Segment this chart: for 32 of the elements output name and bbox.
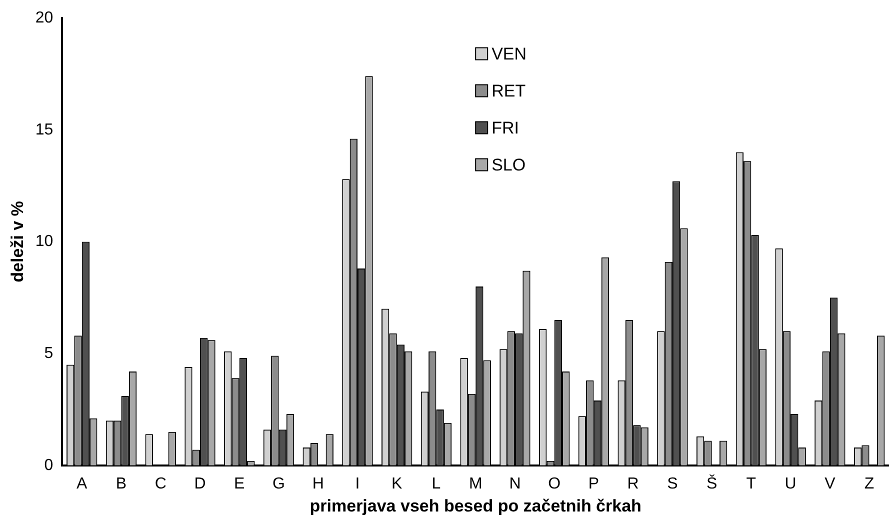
legend-label: SLO: [492, 155, 526, 174]
x-tick-label: C: [154, 475, 166, 492]
legend-label: FRI: [492, 118, 519, 138]
y-tick-label: 5: [44, 344, 54, 362]
x-tick-label: U: [784, 475, 796, 492]
x-tick-label: T: [746, 475, 756, 492]
legend-label: VEN: [492, 44, 527, 64]
y-tick-label: 20: [35, 9, 54, 26]
x-tick-label: I: [355, 475, 360, 492]
x-tick-label: O: [548, 475, 561, 492]
x-tick-label: E: [234, 475, 245, 492]
y-tick-label: 15: [35, 121, 54, 138]
x-tick-label: K: [392, 475, 403, 492]
y-tick-label: 0: [44, 456, 54, 474]
y-tick-label: 10: [35, 233, 54, 250]
x-tick-label: G: [272, 475, 285, 492]
x-axis-title: primerjava vseh besed po začetnih črkah: [310, 496, 642, 516]
legend-label: RET: [492, 81, 526, 100]
x-tick-label: D: [194, 475, 206, 492]
x-tick-label: L: [432, 475, 441, 492]
x-tick-label: Z: [864, 475, 874, 492]
x-tick-label: Š: [706, 474, 718, 492]
x-tick-label: S: [667, 475, 678, 492]
x-tick-label: R: [627, 475, 639, 492]
y-axis-title: deleži v %: [8, 201, 27, 282]
x-tick-label: H: [312, 475, 324, 492]
x-tick-label: A: [76, 475, 88, 492]
x-tick-label: V: [824, 475, 836, 492]
x-tick-label: P: [588, 475, 600, 492]
x-tick-label: B: [116, 475, 127, 492]
x-tick-label: N: [509, 475, 521, 492]
x-tick-label: M: [468, 475, 482, 492]
